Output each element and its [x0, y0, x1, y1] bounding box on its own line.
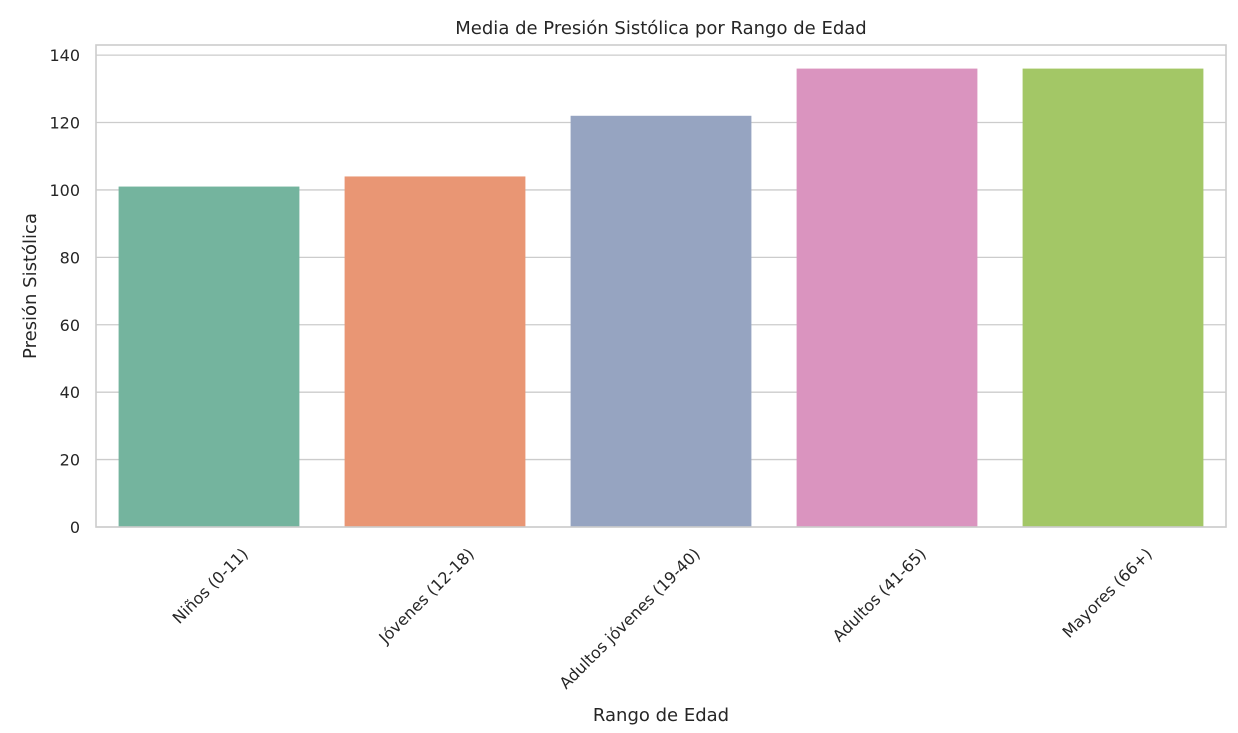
bar [344, 176, 526, 528]
bar [570, 115, 752, 528]
y-axis-label: Presión Sistólica [20, 213, 41, 359]
y-tick-label: 20 [60, 451, 80, 470]
x-axis-label: Rango de Edad [593, 705, 729, 726]
chart-title: Media de Presión Sistólica por Rango de … [455, 18, 866, 39]
y-tick-label: 0 [70, 518, 80, 537]
bar [796, 68, 978, 527]
y-tick-label: 60 [60, 316, 80, 335]
bar [1022, 68, 1204, 527]
bars [118, 68, 1204, 528]
y-tick-label: 140 [49, 46, 80, 65]
y-tick-label: 120 [49, 114, 80, 133]
y-tick-label: 40 [60, 383, 80, 402]
y-tick-label: 100 [49, 181, 80, 200]
bar [118, 186, 300, 527]
y-tick-label: 80 [60, 248, 80, 267]
y-tick-labels: 0 20 40 60 80 100 120 140 [49, 46, 80, 537]
plot-frame [95, 44, 1227, 528]
